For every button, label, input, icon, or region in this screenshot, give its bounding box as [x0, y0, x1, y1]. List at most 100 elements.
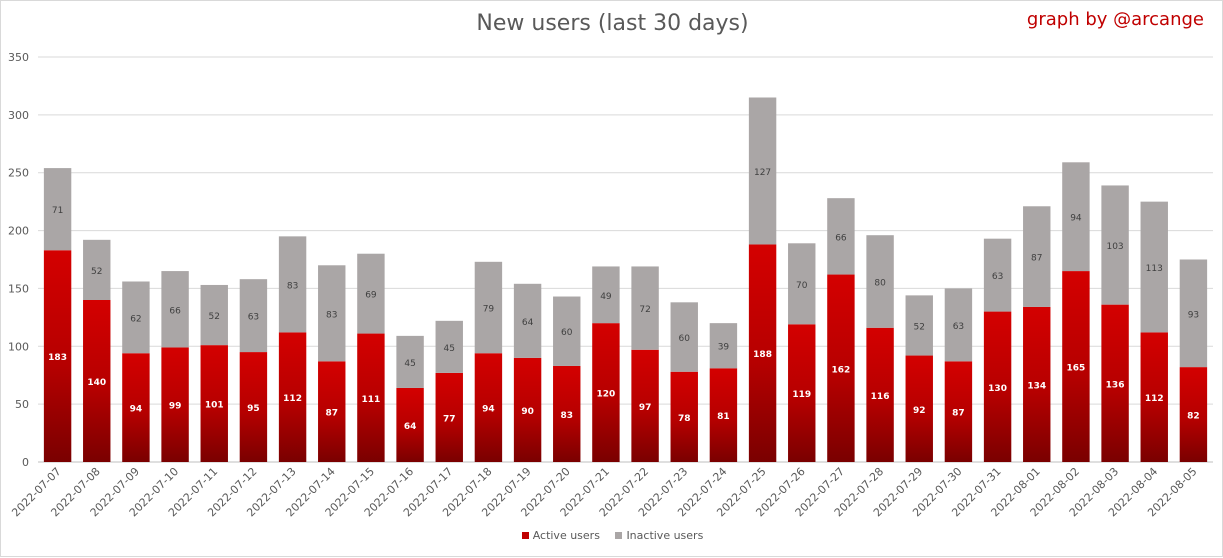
bar-active — [278, 332, 307, 462]
data-label-inactive: 52 — [209, 312, 220, 322]
bar-inactive — [553, 296, 581, 366]
bar-inactive — [709, 323, 738, 369]
chart-title: New users (last 30 days) — [476, 11, 749, 36]
data-label-inactive: 103 — [1106, 242, 1123, 252]
bar-active — [1023, 306, 1051, 462]
y-tick-label: 150 — [8, 282, 29, 295]
data-label-inactive: 94 — [1070, 214, 1082, 224]
bar-active — [474, 353, 503, 462]
bar-active — [1140, 332, 1168, 462]
bar-active — [122, 353, 150, 462]
data-label-active: 112 — [1145, 394, 1164, 404]
data-label-active: 94 — [482, 405, 495, 415]
bar-active — [318, 361, 346, 462]
bar-inactive — [357, 253, 385, 334]
bar-active — [592, 323, 620, 462]
data-label-active: 77 — [443, 414, 456, 424]
data-label-inactive: 66 — [169, 306, 181, 316]
data-label-inactive: 39 — [718, 343, 730, 353]
y-tick-label: 200 — [8, 225, 29, 238]
data-label-inactive: 45 — [404, 359, 415, 369]
bar-inactive — [474, 261, 503, 354]
data-label-inactive: 71 — [52, 206, 63, 216]
data-label-active: 120 — [597, 390, 616, 400]
data-label-active: 92 — [913, 406, 926, 416]
bar-inactive — [278, 236, 307, 333]
data-label-active: 165 — [1067, 364, 1086, 374]
data-label-inactive: 87 — [1031, 254, 1042, 264]
data-label-inactive: 66 — [835, 233, 847, 243]
legend-item-inactive: Inactive users — [615, 529, 703, 542]
bar-inactive — [43, 168, 72, 251]
bar-active — [1062, 271, 1090, 462]
data-label-active: 130 — [988, 384, 1007, 394]
data-label-inactive: 49 — [600, 292, 612, 302]
legend-swatch-active — [521, 531, 529, 539]
data-label-inactive: 60 — [561, 328, 573, 338]
bar-active — [709, 368, 738, 462]
bar-inactive — [983, 238, 1012, 312]
bar-inactive — [905, 295, 933, 356]
bar-active — [161, 347, 189, 462]
bar-active — [905, 355, 933, 462]
bar-active — [944, 361, 973, 462]
legend-item-active: Active users — [521, 529, 600, 542]
bar-inactive — [83, 239, 111, 300]
data-label-inactive: 83 — [326, 310, 337, 320]
data-label-active: 140 — [87, 378, 106, 388]
y-tick-label: 50 — [15, 398, 29, 411]
bar-inactive — [435, 320, 463, 373]
bar-inactive — [161, 271, 189, 348]
bar-active — [513, 357, 542, 462]
data-label-active: 64 — [404, 422, 417, 432]
bar-active — [1179, 367, 1208, 462]
data-label-inactive: 63 — [953, 322, 964, 332]
data-label-active: 119 — [792, 390, 811, 400]
bar-inactive — [748, 97, 777, 245]
data-label-active: 99 — [169, 402, 182, 412]
data-label-active: 94 — [130, 405, 143, 415]
data-label-inactive: 52 — [914, 322, 925, 332]
y-tick-label: 300 — [8, 109, 29, 122]
bar-active — [788, 324, 816, 462]
bar-inactive — [318, 265, 346, 362]
data-label-active: 101 — [205, 401, 224, 411]
data-label-active: 87 — [325, 409, 338, 419]
bar-inactive — [1179, 259, 1208, 368]
data-label-active: 83 — [560, 411, 573, 421]
bar-active — [239, 352, 268, 462]
bar-active — [357, 333, 385, 462]
data-label-inactive: 64 — [522, 318, 534, 328]
data-label-inactive: 70 — [796, 281, 808, 291]
data-label-active: 188 — [753, 350, 772, 360]
legend-swatch-inactive — [615, 531, 623, 539]
bar-inactive — [513, 283, 542, 358]
bar-active — [983, 311, 1012, 462]
bar-inactive — [396, 335, 424, 388]
bar-inactive — [1140, 201, 1168, 333]
data-label-active: 81 — [717, 412, 730, 422]
bar-inactive — [592, 266, 620, 324]
data-label-inactive: 79 — [483, 305, 495, 315]
bar-active — [827, 274, 855, 462]
bar-inactive — [1101, 185, 1129, 305]
data-label-active: 90 — [521, 407, 534, 417]
data-label-active: 82 — [1187, 412, 1200, 422]
bar-active — [670, 371, 698, 462]
bar-inactive — [200, 284, 228, 346]
data-label-active: 134 — [1027, 381, 1046, 391]
bar-active — [396, 387, 424, 462]
data-label-inactive: 69 — [365, 291, 377, 301]
bar-active — [631, 349, 659, 462]
data-label-inactive: 127 — [754, 168, 771, 178]
bar-inactive — [788, 243, 816, 325]
data-label-inactive: 80 — [874, 278, 886, 288]
bar-inactive — [944, 288, 973, 362]
bar-inactive — [239, 279, 268, 353]
data-label-active: 116 — [871, 392, 890, 402]
data-label-inactive: 60 — [679, 334, 691, 344]
data-label-active: 97 — [639, 403, 652, 413]
data-label-active: 136 — [1106, 380, 1125, 390]
